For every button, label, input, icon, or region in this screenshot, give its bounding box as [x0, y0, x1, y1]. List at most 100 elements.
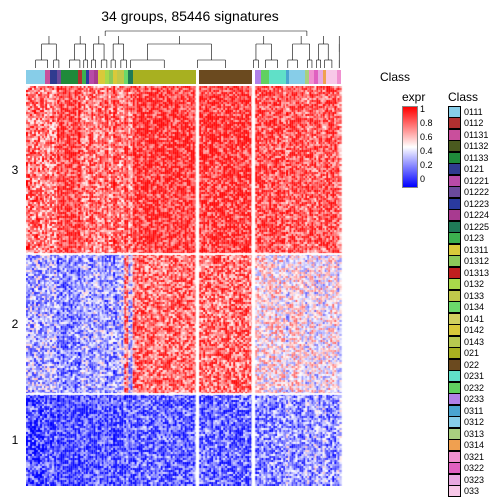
class-legend-swatch [448, 462, 461, 474]
class-legend-item: 0142 [448, 325, 498, 337]
class-legend-swatch [448, 129, 461, 141]
class-legend-item: 01222 [448, 187, 498, 199]
class-legend-swatch [448, 152, 461, 164]
classbar-segment [61, 70, 79, 84]
heatmap-canvas [26, 86, 376, 486]
class-legend-swatch [448, 244, 461, 256]
class-legend-item: 0323 [448, 474, 498, 486]
column-class-bar [26, 70, 376, 84]
class-legend-item: 01224 [448, 210, 498, 222]
row-group-label: 1 [8, 433, 22, 447]
class-legend-swatch [448, 106, 461, 118]
class-legend-item: 0232 [448, 382, 498, 394]
class-legend-label: 0133 [464, 291, 484, 301]
class-legend-swatch [448, 186, 461, 198]
class-legend-swatch [448, 313, 461, 325]
class-legend-item: 0314 [448, 440, 498, 452]
class-legend-label: 01225 [464, 222, 489, 232]
class-legend-swatch [448, 267, 461, 279]
class-legend-item: 0322 [448, 463, 498, 475]
class-legend-item: 021 [448, 348, 498, 360]
class-legend-swatch [448, 439, 461, 451]
class-legend-label: 021 [464, 348, 479, 358]
class-legend-label: 01132 [464, 141, 488, 151]
class-legend-label: 0314 [464, 440, 484, 450]
class-legend-item: 01132 [448, 141, 498, 153]
class-legend-item: 0111 [448, 106, 498, 118]
classbar-segment [199, 70, 252, 84]
classbar-label: Class [380, 70, 410, 84]
class-legend-item: 0112 [448, 118, 498, 130]
class-legend-swatch [448, 382, 461, 394]
class-legend-label: 0141 [464, 314, 484, 324]
class-legend-swatch [448, 221, 461, 233]
class-legend-title: Class [448, 90, 498, 104]
class-legend-item: 0141 [448, 313, 498, 325]
class-legend-label: 0233 [464, 394, 484, 404]
classbar-segment [133, 70, 196, 84]
class-legend-swatch [448, 474, 461, 486]
class-legend-label: 0121 [464, 164, 484, 174]
class-legend-swatch [448, 290, 461, 302]
class-legend-label: 01313 [464, 268, 489, 278]
class-legend-label: 0132 [464, 279, 484, 289]
class-legend-item: 0132 [448, 279, 498, 291]
class-legend-label: 01312 [464, 256, 489, 266]
class-legend-label: 01311 [464, 245, 488, 255]
expr-legend-ticks: 10.80.60.40.20 [420, 104, 433, 184]
classbar-segment [337, 70, 341, 84]
class-legend-swatch [448, 405, 461, 417]
class-legend-item: 01133 [448, 152, 498, 164]
class-legend-item: 0134 [448, 302, 498, 314]
class-legend-swatch [448, 336, 461, 348]
row-group-label: 3 [8, 163, 22, 177]
class-legend-swatch [448, 485, 461, 497]
classbar-segment [26, 70, 45, 84]
class-legend-item: 0321 [448, 451, 498, 463]
class-legend-item: 022 [448, 359, 498, 371]
class-legend-label: 022 [464, 360, 479, 370]
class-legend-label: 0311 [464, 406, 483, 416]
class-legend-label: 0142 [464, 325, 484, 335]
class-legend-item: 0312 [448, 417, 498, 429]
class-legend-label: 0134 [464, 302, 484, 312]
class-legend-swatch [448, 140, 461, 152]
class-legend-label: 0231 [464, 371, 484, 381]
class-legend-label: 01223 [464, 199, 489, 209]
class-legend-label: 0112 [464, 118, 483, 128]
class-legend-label: 0232 [464, 383, 484, 393]
class-legend-item: 0121 [448, 164, 498, 176]
class-legend-label: 01222 [464, 187, 489, 197]
class-legend-label: 033 [464, 486, 479, 496]
class-legend-label: 01131 [464, 130, 488, 140]
class-legend-item: 0233 [448, 394, 498, 406]
class-legend-label: 0312 [464, 417, 484, 427]
class-legend-item: 01131 [448, 129, 498, 141]
row-group-label: 2 [8, 317, 22, 331]
class-legend-label: 0123 [464, 233, 484, 243]
class-legend-item: 01225 [448, 221, 498, 233]
class-legend-item: 01311 [448, 244, 498, 256]
class-legend-item: 0311 [448, 405, 498, 417]
class-legend-swatch [448, 117, 461, 129]
class-legend-label: 0322 [464, 463, 484, 473]
class-legend-item: 01221 [448, 175, 498, 187]
class-legend-swatch [448, 255, 461, 267]
classbar-segment [261, 70, 269, 84]
class-legend-item: 0133 [448, 290, 498, 302]
class-legend-swatch [448, 416, 461, 428]
expr-legend-bar [402, 106, 418, 188]
classbar-segment [98, 70, 105, 84]
chart-title: 34 groups, 85446 signatures [0, 8, 380, 24]
class-legend-swatch [448, 209, 461, 221]
classbar-segment [326, 70, 337, 84]
class-legend-label: 0143 [464, 337, 484, 347]
class-legend-swatch [448, 324, 461, 336]
class-legend-swatch [448, 232, 461, 244]
class-legend-label: 01224 [464, 210, 489, 220]
class-legend-swatch [448, 278, 461, 290]
class-legend-swatch [448, 175, 461, 187]
class-legend-label: 0321 [464, 452, 484, 462]
class-legend-swatch [448, 393, 461, 405]
class-legend-item: 0123 [448, 233, 498, 245]
